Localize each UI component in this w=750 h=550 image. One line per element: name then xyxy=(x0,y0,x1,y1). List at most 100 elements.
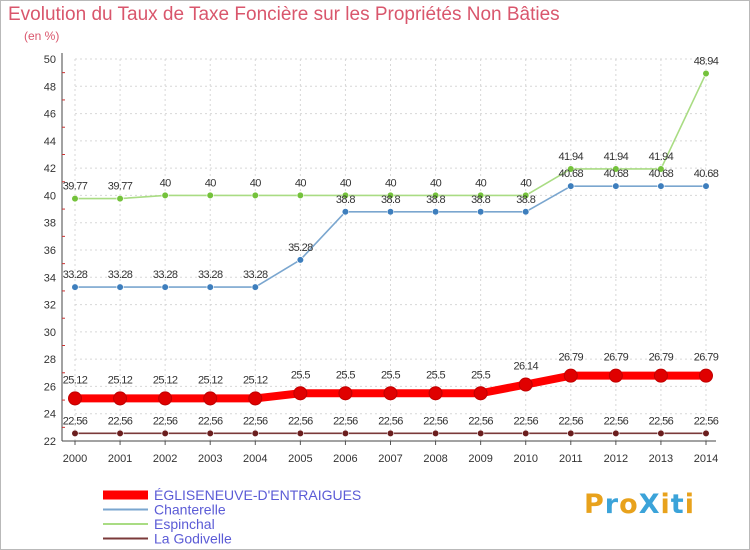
data-point xyxy=(248,391,263,406)
data-point xyxy=(431,429,440,437)
data-label: 40 xyxy=(385,177,397,189)
data-point xyxy=(71,429,79,437)
data-point xyxy=(296,191,304,200)
data-label: 26.79 xyxy=(559,352,584,364)
data-label: 22.56 xyxy=(198,415,223,427)
data-point xyxy=(567,429,575,437)
data-point xyxy=(428,386,443,401)
data-label: 25.5 xyxy=(291,369,310,381)
data-label: 22.56 xyxy=(243,415,268,427)
data-point xyxy=(567,165,575,173)
y-tick-label: 44 xyxy=(44,136,56,148)
data-label: 25.5 xyxy=(381,369,400,381)
data-point xyxy=(203,391,218,406)
data-label: 22.56 xyxy=(468,415,493,427)
data-point xyxy=(206,191,214,200)
data-point xyxy=(477,429,485,437)
data-point xyxy=(518,377,533,392)
legend-label: ÉGLISENEUVE-D'ENTRAIGUES xyxy=(154,487,361,503)
data-label: 22.56 xyxy=(63,415,88,427)
data-point xyxy=(657,182,665,190)
legend-label: Espinchal xyxy=(154,516,215,532)
x-tick-label: 2005 xyxy=(288,453,312,465)
y-tick-label: 26 xyxy=(44,381,56,393)
legend-label: Chanterelle xyxy=(154,502,226,518)
data-labels: 25.12 25.12 25.12 25.12 25.12 25.5 25.5 25.5 25.… xyxy=(63,55,720,427)
logo-letter: i xyxy=(684,489,695,520)
data-point xyxy=(116,429,124,437)
proxiti-logo: ProXiti xyxy=(584,489,695,520)
logo-letter: o xyxy=(619,489,639,520)
data-point xyxy=(473,386,488,401)
data-point xyxy=(522,429,530,437)
data-label: 33.28 xyxy=(153,269,178,281)
logo-letter: X xyxy=(638,489,661,520)
data-point xyxy=(702,429,710,437)
data-label: 40 xyxy=(520,177,532,189)
legend: ÉGLISENEUVE-D'ENTRAIGUESChanterelleEspin… xyxy=(103,487,361,547)
data-label: 40 xyxy=(340,177,352,189)
data-label: 22.56 xyxy=(288,415,313,427)
data-point xyxy=(563,368,578,383)
data-label: 25.5 xyxy=(336,369,355,381)
data-label: 22.56 xyxy=(694,415,719,427)
data-label: 22.56 xyxy=(649,415,674,427)
data-label: 41.94 xyxy=(649,151,674,163)
data-point xyxy=(71,194,79,203)
data-point xyxy=(296,429,304,437)
data-label: 26.79 xyxy=(604,352,629,364)
data-point xyxy=(296,256,304,264)
data-label: 25.12 xyxy=(63,374,88,386)
data-point xyxy=(206,283,214,291)
logo-letter: t xyxy=(670,489,685,520)
unit-label: (en %) xyxy=(24,29,60,43)
data-label: 39.77 xyxy=(108,181,133,193)
series-layer xyxy=(68,69,713,437)
data-point xyxy=(116,283,124,291)
chart-title: Evolution du Taux de Taxe Foncière sur l… xyxy=(8,4,560,25)
x-tick-label: 2008 xyxy=(423,453,447,465)
data-label: 22.56 xyxy=(423,415,448,427)
x-tick-label: 2001 xyxy=(108,453,132,465)
data-point xyxy=(161,283,169,291)
x-tick-label: 2002 xyxy=(153,453,177,465)
data-point xyxy=(341,208,350,216)
data-point xyxy=(702,182,710,190)
y-tick-label: 24 xyxy=(44,409,56,421)
data-label: 22.56 xyxy=(604,415,629,427)
data-label: 38.8 xyxy=(471,194,490,206)
data-label: 26.79 xyxy=(694,352,719,364)
data-point xyxy=(341,429,350,437)
x-tick-label: 2003 xyxy=(198,453,222,465)
data-point xyxy=(477,191,485,200)
data-label: 40.68 xyxy=(559,168,584,180)
data-label: 40 xyxy=(475,177,487,189)
data-label: 35.28 xyxy=(288,242,313,254)
y-tick-label: 38 xyxy=(44,218,56,230)
x-tick-label: 2000 xyxy=(63,453,87,465)
data-point xyxy=(383,386,398,401)
data-point xyxy=(251,429,259,437)
data-point xyxy=(161,429,169,437)
x-tick-label: 2014 xyxy=(694,453,718,465)
y-tick-label: 22 xyxy=(44,436,56,448)
x-tick-label: 2010 xyxy=(513,453,537,465)
data-point xyxy=(341,191,350,200)
grid xyxy=(74,58,707,442)
data-label: 40.68 xyxy=(694,168,719,180)
data-label: 40 xyxy=(160,177,172,189)
y-tick-label: 34 xyxy=(44,272,56,284)
y-tick-label: 32 xyxy=(44,300,56,312)
data-point xyxy=(338,386,353,401)
data-label: 33.28 xyxy=(63,269,88,281)
data-label: 48.94 xyxy=(694,55,719,67)
data-point xyxy=(68,391,82,406)
logo-letter: i xyxy=(660,489,671,520)
x-tick-label: 2011 xyxy=(559,453,583,465)
data-label: 25.5 xyxy=(471,369,490,381)
data-label: 38.8 xyxy=(426,194,445,206)
data-point xyxy=(386,191,395,200)
y-tick-label: 46 xyxy=(44,109,56,121)
data-point xyxy=(431,191,440,200)
y-tick-label: 40 xyxy=(44,190,56,202)
